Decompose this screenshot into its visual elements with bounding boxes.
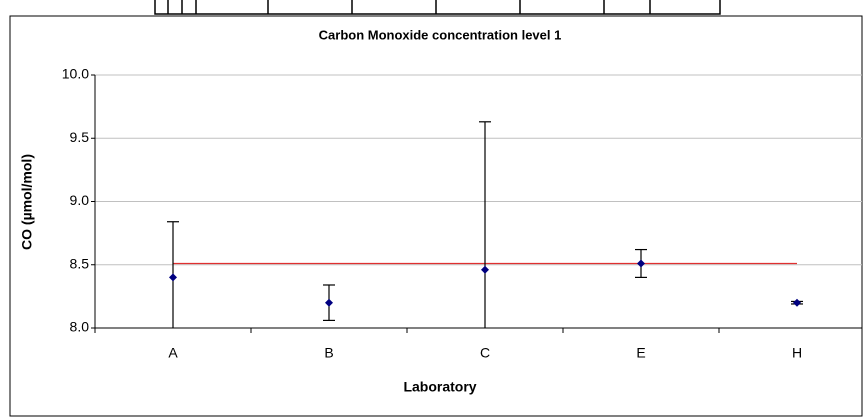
- chart-frame: [9, 15, 863, 417]
- y-tick-label: 8.5: [70, 255, 90, 271]
- y-tick-label: 10.0: [62, 66, 89, 82]
- point: [793, 298, 801, 307]
- y-tick-label: 9.0: [70, 192, 90, 208]
- y-axis-label: CO (µmol/mol): [19, 154, 35, 250]
- x-axis-label: Laboratory: [403, 379, 476, 395]
- plot-area: [167, 121, 803, 328]
- point: [325, 298, 333, 307]
- x-tick-label: C: [480, 345, 490, 361]
- x-tick-label: H: [792, 345, 802, 361]
- point: [481, 265, 489, 274]
- x-tick-label: A: [168, 345, 178, 361]
- chart-title: Carbon Monoxide concentration level 1: [319, 27, 562, 42]
- point: [637, 259, 645, 268]
- table-fragment: [154, 0, 721, 15]
- y-tick-label: 8.0: [70, 319, 90, 335]
- y-tick-label: 9.5: [70, 129, 90, 145]
- x-tick-label: E: [636, 345, 645, 361]
- x-tick-label: B: [324, 345, 333, 361]
- point: [169, 273, 177, 282]
